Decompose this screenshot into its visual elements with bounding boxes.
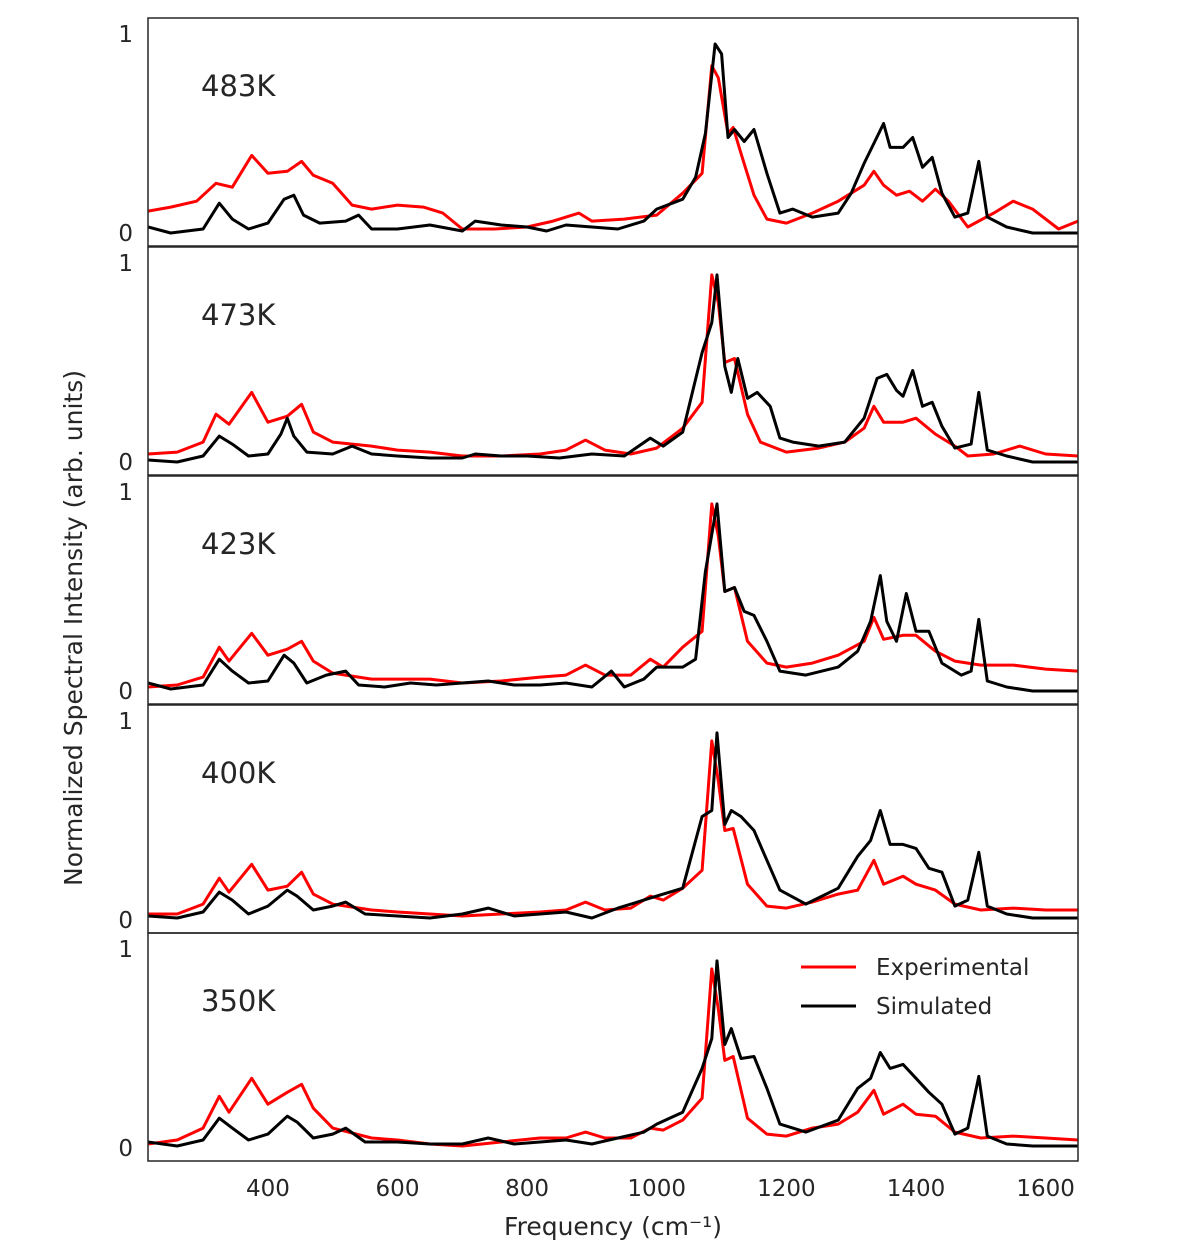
- panel-label: 473K: [201, 298, 276, 332]
- series-experimental-400K: [148, 739, 1078, 918]
- series-simulated-423K: [148, 502, 1078, 693]
- y-tick-label: 0: [118, 450, 133, 476]
- panel-473K: 473K 0 1: [118, 246, 1079, 476]
- y-tick-label: 0: [118, 1136, 133, 1162]
- y-tick-label: 1: [118, 937, 133, 963]
- panel-423K: 423K 0 1: [118, 475, 1079, 705]
- series-simulated-473K: [148, 273, 1078, 464]
- series-experimental-483K: [148, 64, 1078, 231]
- series-experimental-473K: [148, 273, 1078, 458]
- panel-frame: [147, 475, 1079, 705]
- panel-350K: 350K 0 1: [118, 932, 1079, 1162]
- y-tick-label: 0: [118, 679, 133, 705]
- x-tick-label: 1200: [757, 1176, 816, 1202]
- panel-label: 483K: [201, 69, 276, 103]
- y-axis-title: Normalized Spectral Intensity (arb. unit…: [59, 370, 88, 886]
- x-tick-label: 400: [246, 1176, 290, 1202]
- y-tick-label: 1: [118, 709, 133, 735]
- legend-experimental-label: Experimental: [876, 955, 1029, 981]
- panel-frame: [147, 17, 1079, 247]
- x-axis-title: Frequency (cm⁻¹): [504, 1212, 722, 1241]
- x-tick-label: 800: [505, 1176, 549, 1202]
- x-tick-label: 1400: [887, 1176, 946, 1202]
- series-simulated-483K: [148, 42, 1078, 235]
- panel-483K: 483K 0 1: [118, 17, 1079, 247]
- y-tick-label: 0: [118, 908, 133, 934]
- series-experimental-350K: [148, 967, 1078, 1148]
- panel-frame: [147, 704, 1079, 934]
- y-tick-label: 0: [118, 221, 133, 247]
- series-simulated-400K: [148, 731, 1078, 920]
- legend: Experimental Simulated: [801, 955, 1029, 1020]
- legend-simulated-label: Simulated: [876, 994, 992, 1020]
- panel-label: 400K: [201, 756, 276, 790]
- x-tick-label: 1600: [1016, 1176, 1075, 1202]
- panel-label: 350K: [201, 984, 276, 1018]
- x-tick-label: 1000: [627, 1176, 686, 1202]
- y-tick-label: 1: [118, 22, 133, 48]
- series-simulated-350K: [148, 959, 1078, 1148]
- panel-400K: 400K 0 1: [118, 704, 1079, 934]
- y-tick-label: 1: [118, 251, 133, 277]
- y-tick-label: 1: [118, 480, 133, 506]
- x-tick-label: 600: [376, 1176, 420, 1202]
- panel-frame: [147, 932, 1079, 1162]
- panel-frame: [147, 246, 1079, 476]
- panel-label: 423K: [201, 527, 276, 561]
